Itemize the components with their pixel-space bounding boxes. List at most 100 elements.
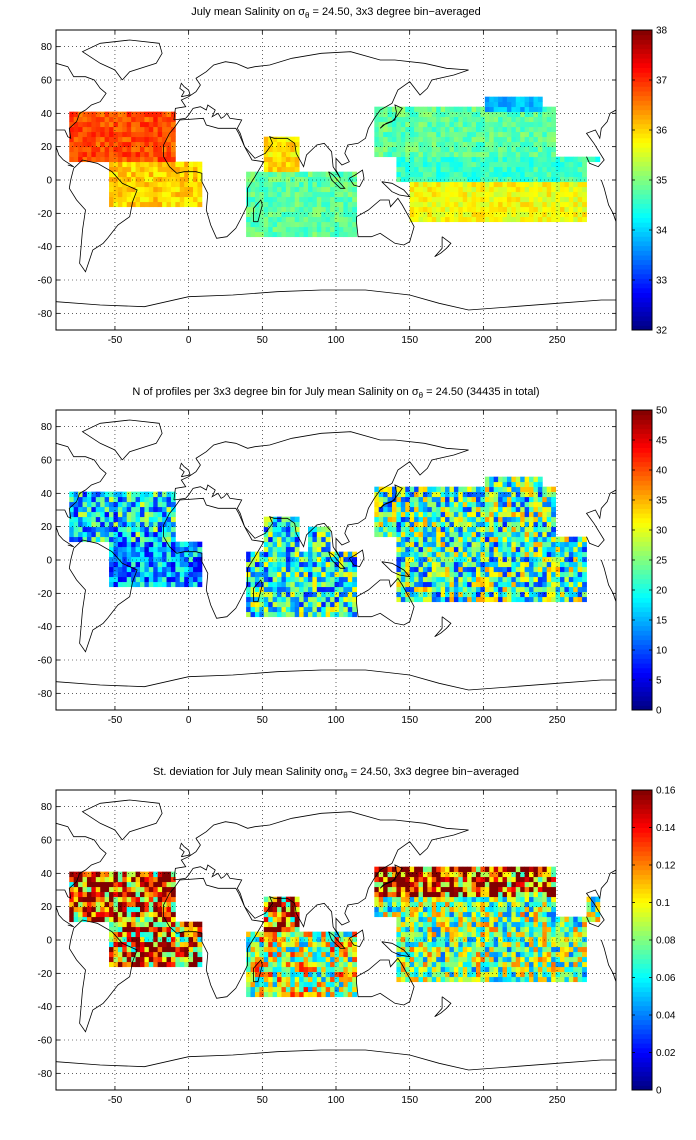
data-cell [458,596,464,603]
data-cell [383,511,388,518]
data-cell [560,176,565,183]
data-cell [321,946,327,953]
data-cell [484,96,490,103]
data-cell [520,531,526,538]
data-cell [140,191,145,198]
data-cell [104,506,110,513]
data-cell [524,561,530,568]
data-cell [489,481,495,488]
data-cell [281,921,287,928]
data-cell [396,501,402,508]
data-cell [316,936,322,943]
data-cell [157,911,163,918]
data-cell [431,536,437,543]
data-cell [263,521,269,528]
data-cell [131,161,136,168]
data-cell [100,136,106,143]
data-cell [197,201,203,208]
data-cell [502,131,508,138]
data-cell [467,516,472,523]
data-cell [179,201,185,208]
data-cell [113,526,119,533]
data-cell [352,941,358,948]
data-cell [560,201,565,208]
data-cell [188,941,194,948]
data-cell [506,136,512,143]
data-cell [387,151,393,158]
data-cell [529,101,534,108]
data-cell [418,866,424,873]
data-cell [170,961,176,968]
data-cell [162,871,167,878]
data-cell [268,186,274,193]
data-cell [166,201,172,208]
data-cell [568,216,574,223]
data-cell [308,541,313,548]
data-cell [515,476,521,483]
data-cell [188,951,194,958]
data-cell [259,941,265,948]
data-cell [188,956,194,963]
salinity-map: -50 0 50 100 150 200 250-80-60-40-200204060803… [38,26,668,347]
data-cell [268,161,274,168]
data-cell [259,576,265,583]
data-cell [131,876,136,883]
data-cell [144,886,150,893]
data-cell [157,576,163,583]
data-cell [325,571,331,578]
data-cell [330,191,335,198]
data-cell [272,566,278,573]
data-cell [148,546,154,553]
data-cell [467,176,472,183]
data-cell [312,591,318,598]
data-cell [268,916,274,923]
data-cell [338,991,344,998]
colorbar-segment [632,644,652,650]
data-cell [157,151,163,158]
data-cell [325,611,331,618]
data-cell [135,901,141,908]
data-cell [515,196,521,203]
data-cell [109,511,114,518]
data-cell [303,176,309,183]
data-cell [467,541,472,548]
data-cell [170,926,176,933]
data-cell [131,146,136,153]
data-cell [506,206,512,213]
data-cell [82,906,88,913]
data-cell [153,126,159,133]
colorbar-segment [632,180,652,186]
data-cell [573,201,579,208]
data-cell [272,146,278,153]
data-cell [409,931,415,938]
data-cell [254,571,260,578]
data-cell [334,221,340,228]
data-cell [498,586,503,593]
data-cell [445,586,450,593]
data-cell [148,916,154,923]
data-cell [294,931,300,938]
data-cell [392,896,397,903]
data-cell [334,931,340,938]
data-cell [254,941,260,948]
data-cell [197,956,203,963]
colorbar-segment [632,410,652,416]
data-cell [135,151,141,158]
data-cell [440,161,446,168]
data-cell [529,496,534,503]
data-cell [162,961,167,968]
data-cell [462,136,468,143]
data-cell [91,876,97,883]
data-cell [498,556,503,563]
data-cell [131,891,136,898]
data-cell [259,206,265,213]
data-cell [414,891,419,898]
data-cell [126,496,132,503]
data-cell [352,556,358,563]
data-cell [268,991,274,998]
data-cell [290,536,296,543]
data-cell [246,581,251,588]
data-cell [551,556,556,563]
data-cell [193,541,198,548]
data-cell [414,581,419,588]
